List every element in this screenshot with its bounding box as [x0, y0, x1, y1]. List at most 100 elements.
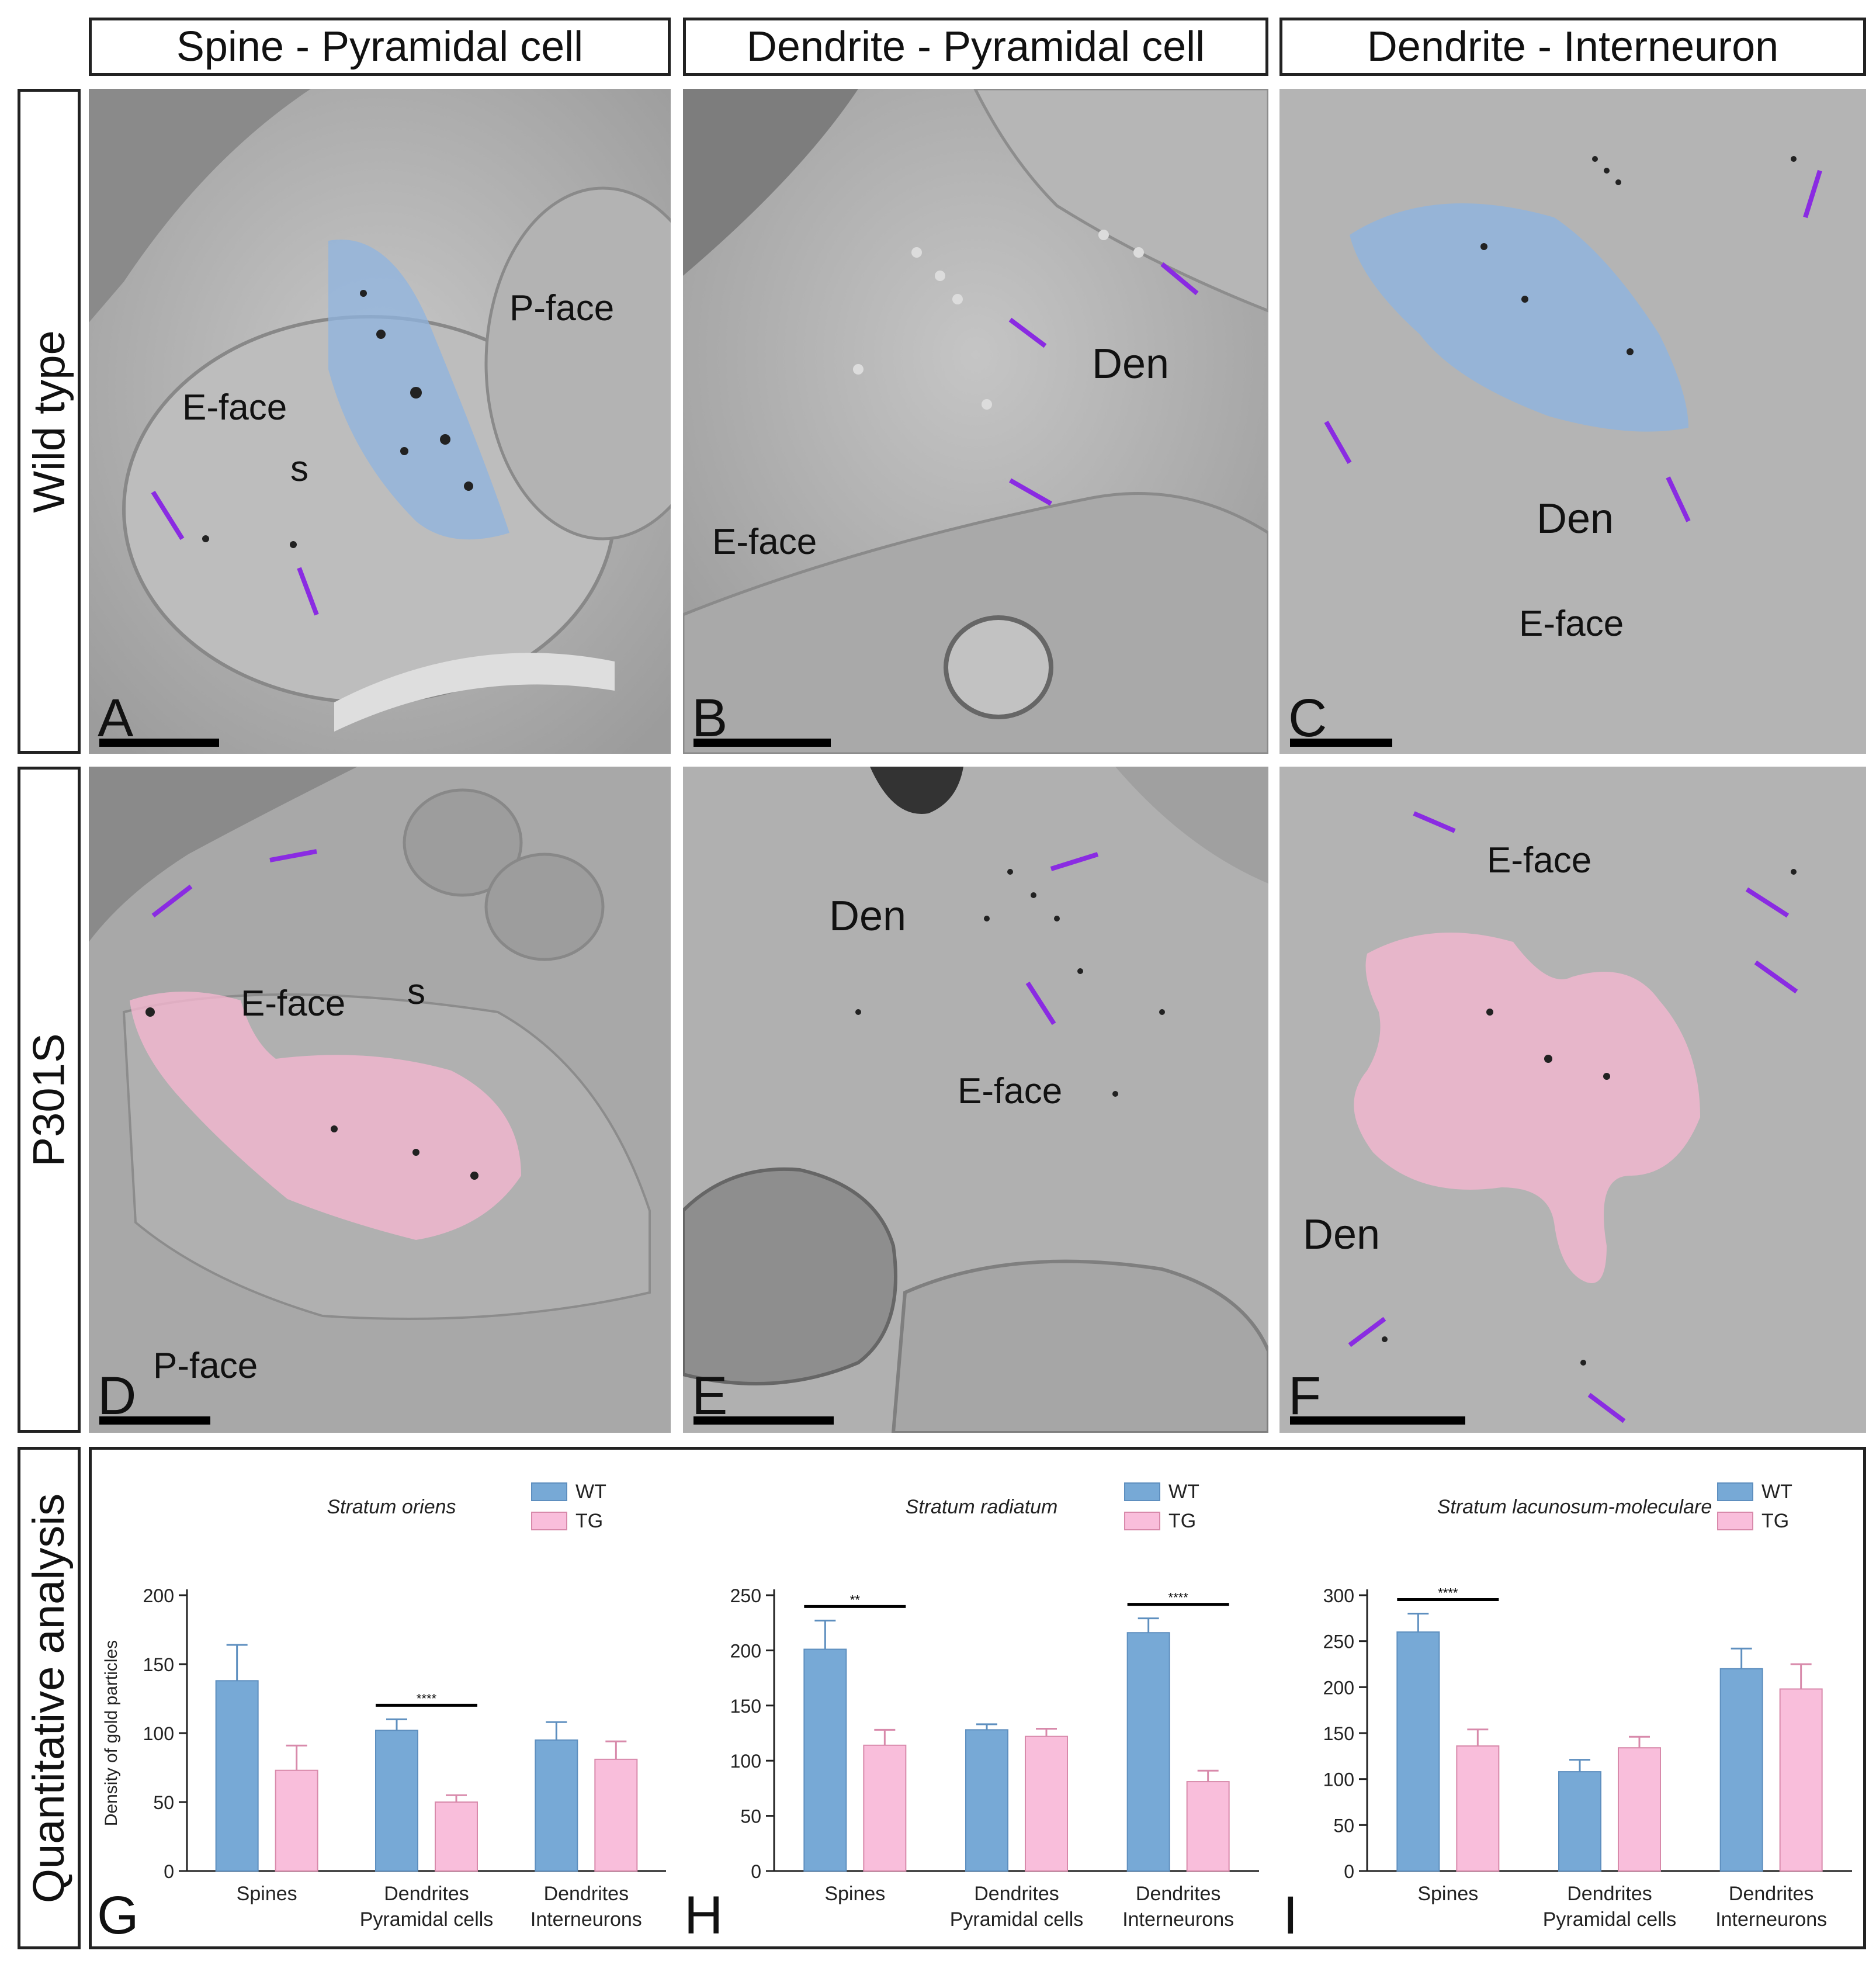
bar-wt: [215, 1680, 259, 1872]
micrograph-panel-b: Den E-face B: [683, 89, 1268, 754]
significance-label: ****: [1438, 1585, 1458, 1600]
category-label: Interneurons: [1715, 1908, 1827, 1931]
y-tick-label: 50: [740, 1806, 761, 1827]
bar-wt: [1396, 1631, 1440, 1872]
column-header-spine-pyramidal: Spine - Pyramidal cell: [89, 18, 671, 76]
panel-letter-d: D: [98, 1366, 137, 1426]
bar-tg: [1025, 1735, 1068, 1872]
bar-tg: [1456, 1745, 1500, 1872]
arrow-marker: [1666, 476, 1691, 522]
panel-letter-a: A: [98, 688, 134, 748]
legend-swatch: [531, 1512, 567, 1530]
chart-g: Stratum oriens WT TG 0 50 100 150 200 Density of…: [102, 1481, 666, 1931]
panel-label-p-face: P-face: [509, 288, 615, 328]
bar-wt: [535, 1739, 578, 1872]
arrow-marker: [1745, 887, 1790, 918]
panel-label-den: Den: [1537, 496, 1614, 542]
category-label: Pyramidal cells: [360, 1908, 494, 1931]
bar-tg: [1779, 1688, 1823, 1872]
y-tick-label: 50: [153, 1792, 174, 1813]
arrow-marker: [1160, 262, 1199, 296]
row-header-text: Quantitative analysis: [24, 1493, 74, 1903]
bar-wt: [803, 1648, 847, 1872]
scale-bar: [1290, 739, 1392, 747]
panel-label-s: s: [407, 972, 425, 1012]
panel-label-den: Den: [829, 893, 907, 940]
legend-label: WT: [1761, 1481, 1792, 1503]
arrow-marker: [1324, 421, 1352, 464]
bar-tg: [275, 1769, 318, 1872]
arrow-marker: [1008, 317, 1047, 348]
category-label: Spines: [824, 1883, 885, 1905]
legend-label: TG: [1761, 1510, 1789, 1532]
y-tick-label: 50: [1333, 1815, 1354, 1836]
bar-wt: [1558, 1771, 1601, 1872]
legend-label: WT: [575, 1481, 606, 1503]
arrow-marker: [1803, 169, 1822, 219]
chart-title: Stratum lacunosum-moleculare: [1437, 1496, 1712, 1518]
micrograph-panel-e: Den E-face E: [683, 767, 1268, 1433]
y-tick-label: 250: [730, 1585, 761, 1606]
micrograph-panel-f: E-face Den F: [1279, 767, 1866, 1433]
category-label: Dendrites: [974, 1883, 1059, 1905]
micrograph-b-graphic: [683, 89, 1268, 754]
arrow-marker: [151, 490, 185, 541]
micrograph-panel-a: E-face s P-face A: [89, 89, 671, 754]
y-tick-label: 100: [1323, 1769, 1354, 1790]
chart-panel-g: Stratum oriens WT TG 0 50 100 150 200 Density of…: [93, 1455, 678, 1946]
panel-letter-i: I: [1283, 1886, 1298, 1945]
chart-h: Stratum radiatum WT TG 0 50 100 150 200 250 Spine…: [730, 1481, 1259, 1931]
panel-label-p-face: P-face: [153, 1346, 258, 1386]
category-label: Pyramidal cells: [950, 1908, 1084, 1931]
panel-label-e-face: E-face: [1519, 604, 1624, 644]
arrow-marker: [1413, 811, 1456, 833]
legend-swatch: [531, 1482, 567, 1501]
micrograph-a-graphic: [89, 89, 671, 754]
overlay-pink-region: [1354, 933, 1700, 1283]
bar-tg: [1186, 1781, 1230, 1872]
y-tick-label: 200: [143, 1585, 174, 1606]
arrow-marker: [1009, 478, 1052, 506]
chart-panel-h: Stratum radiatum WT TG 0 50 100 150 200 250 Spine…: [681, 1455, 1271, 1946]
micrograph-d-graphic: [89, 767, 671, 1433]
micrograph-panel-d: E-face s P-face D: [89, 767, 671, 1433]
panel-letter-e: E: [692, 1366, 728, 1426]
panel-label-den: Den: [1092, 341, 1170, 387]
y-tick-label: 150: [1323, 1723, 1354, 1744]
category-label: Dendrites: [384, 1883, 469, 1905]
panel-label-e-face: E-face: [1487, 840, 1592, 881]
y-axis-label: Density of gold particles: [102, 1640, 121, 1827]
legend-swatch: [1124, 1512, 1160, 1530]
column-header-text: Dendrite - Interneuron: [1367, 23, 1779, 70]
panel-label-den: Den: [1303, 1211, 1381, 1258]
micrograph-e-graphic: [683, 767, 1268, 1433]
overlay-pink-region: [130, 992, 521, 1240]
y-tick-label: 300: [1323, 1585, 1354, 1606]
category-label: Interneurons: [530, 1908, 642, 1931]
scale-bar: [99, 739, 219, 747]
column-header-dendrite-interneuron: Dendrite - Interneuron: [1279, 18, 1866, 76]
category-label: Spines: [1417, 1883, 1478, 1905]
category-label: Dendrites: [1729, 1883, 1814, 1905]
arrow-marker: [1754, 960, 1798, 994]
bar-wt: [1126, 1632, 1170, 1872]
row-header-wild-type: Wild type: [18, 89, 81, 754]
bar-wt: [1719, 1668, 1763, 1872]
arrow-marker: [1587, 1392, 1626, 1423]
y-tick-label: 250: [1323, 1631, 1354, 1652]
category-label: Spines: [237, 1883, 297, 1905]
scale-bar: [1290, 1416, 1465, 1425]
panel-label-e-face: E-face: [712, 522, 817, 562]
category-label: Dendrites: [544, 1883, 629, 1905]
category-label: Dendrites: [1567, 1883, 1652, 1905]
micrograph-f-graphic: [1279, 767, 1866, 1433]
significance-label: ****: [417, 1691, 437, 1706]
scale-bar: [99, 1416, 210, 1425]
legend-label: TG: [1168, 1510, 1196, 1532]
category-label: Interneurons: [1122, 1908, 1234, 1931]
panel-letter-g: G: [97, 1886, 139, 1945]
arrow-marker: [297, 567, 319, 616]
arrow-marker: [1348, 1316, 1386, 1347]
legend-swatch: [1717, 1482, 1753, 1501]
bar-tg: [863, 1744, 907, 1872]
